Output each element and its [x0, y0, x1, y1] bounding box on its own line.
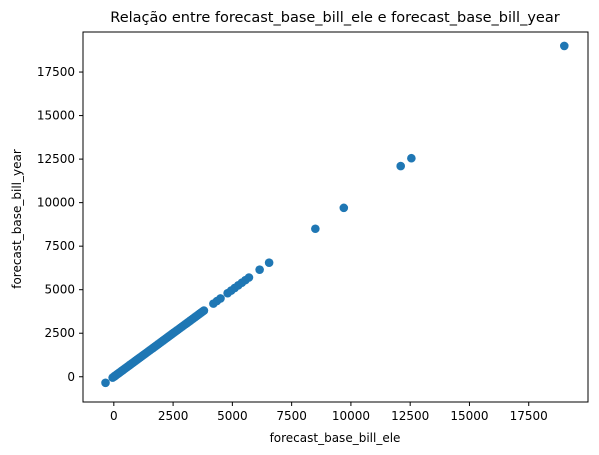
scatter-point	[396, 161, 405, 171]
chart-title: Relação entre forecast_base_bill_ele e f…	[110, 10, 559, 26]
scatter-point	[255, 265, 264, 274]
scatter-point	[216, 294, 225, 303]
y-tick-label: 0	[67, 370, 75, 384]
points-layer	[101, 41, 569, 388]
ticks-layer: 0 2500 5000 7500 10000 12500 15000 17500 0 2500 50…	[37, 65, 548, 423]
y-axis-label: forecast_base_bill_year	[10, 149, 24, 289]
x-tick-label: 2500	[158, 409, 189, 423]
x-tick-label: 15000	[450, 409, 488, 423]
scatter-point	[311, 224, 320, 234]
x-axis-label: forecast_base_bill_ele	[270, 431, 401, 445]
y-tick-label: 12500	[37, 152, 75, 166]
scatter-point	[244, 273, 254, 282]
y-tick-label: 2500	[44, 326, 75, 340]
scatter-point	[339, 203, 349, 213]
scatter-point	[264, 258, 274, 268]
y-tick-label: 5000	[44, 283, 75, 297]
x-tick-label: 7500	[276, 409, 307, 423]
scatter-point	[407, 153, 416, 163]
y-tick-label: 10000	[37, 196, 75, 210]
scatter-point	[101, 378, 110, 388]
scatter-point	[559, 41, 569, 51]
scatter-point	[199, 306, 209, 315]
x-tick-label: 17500	[510, 409, 548, 423]
y-tick-label: 7500	[44, 239, 75, 253]
plot-frame	[82, 31, 589, 403]
x-tick-label: 0	[110, 409, 118, 423]
y-tick-label: 15000	[37, 109, 75, 123]
x-tick-label: 12500	[391, 409, 429, 423]
x-tick-label: 10000	[332, 409, 370, 423]
y-tick-label: 17500	[37, 65, 75, 79]
x-tick-label: 5000	[217, 409, 248, 423]
